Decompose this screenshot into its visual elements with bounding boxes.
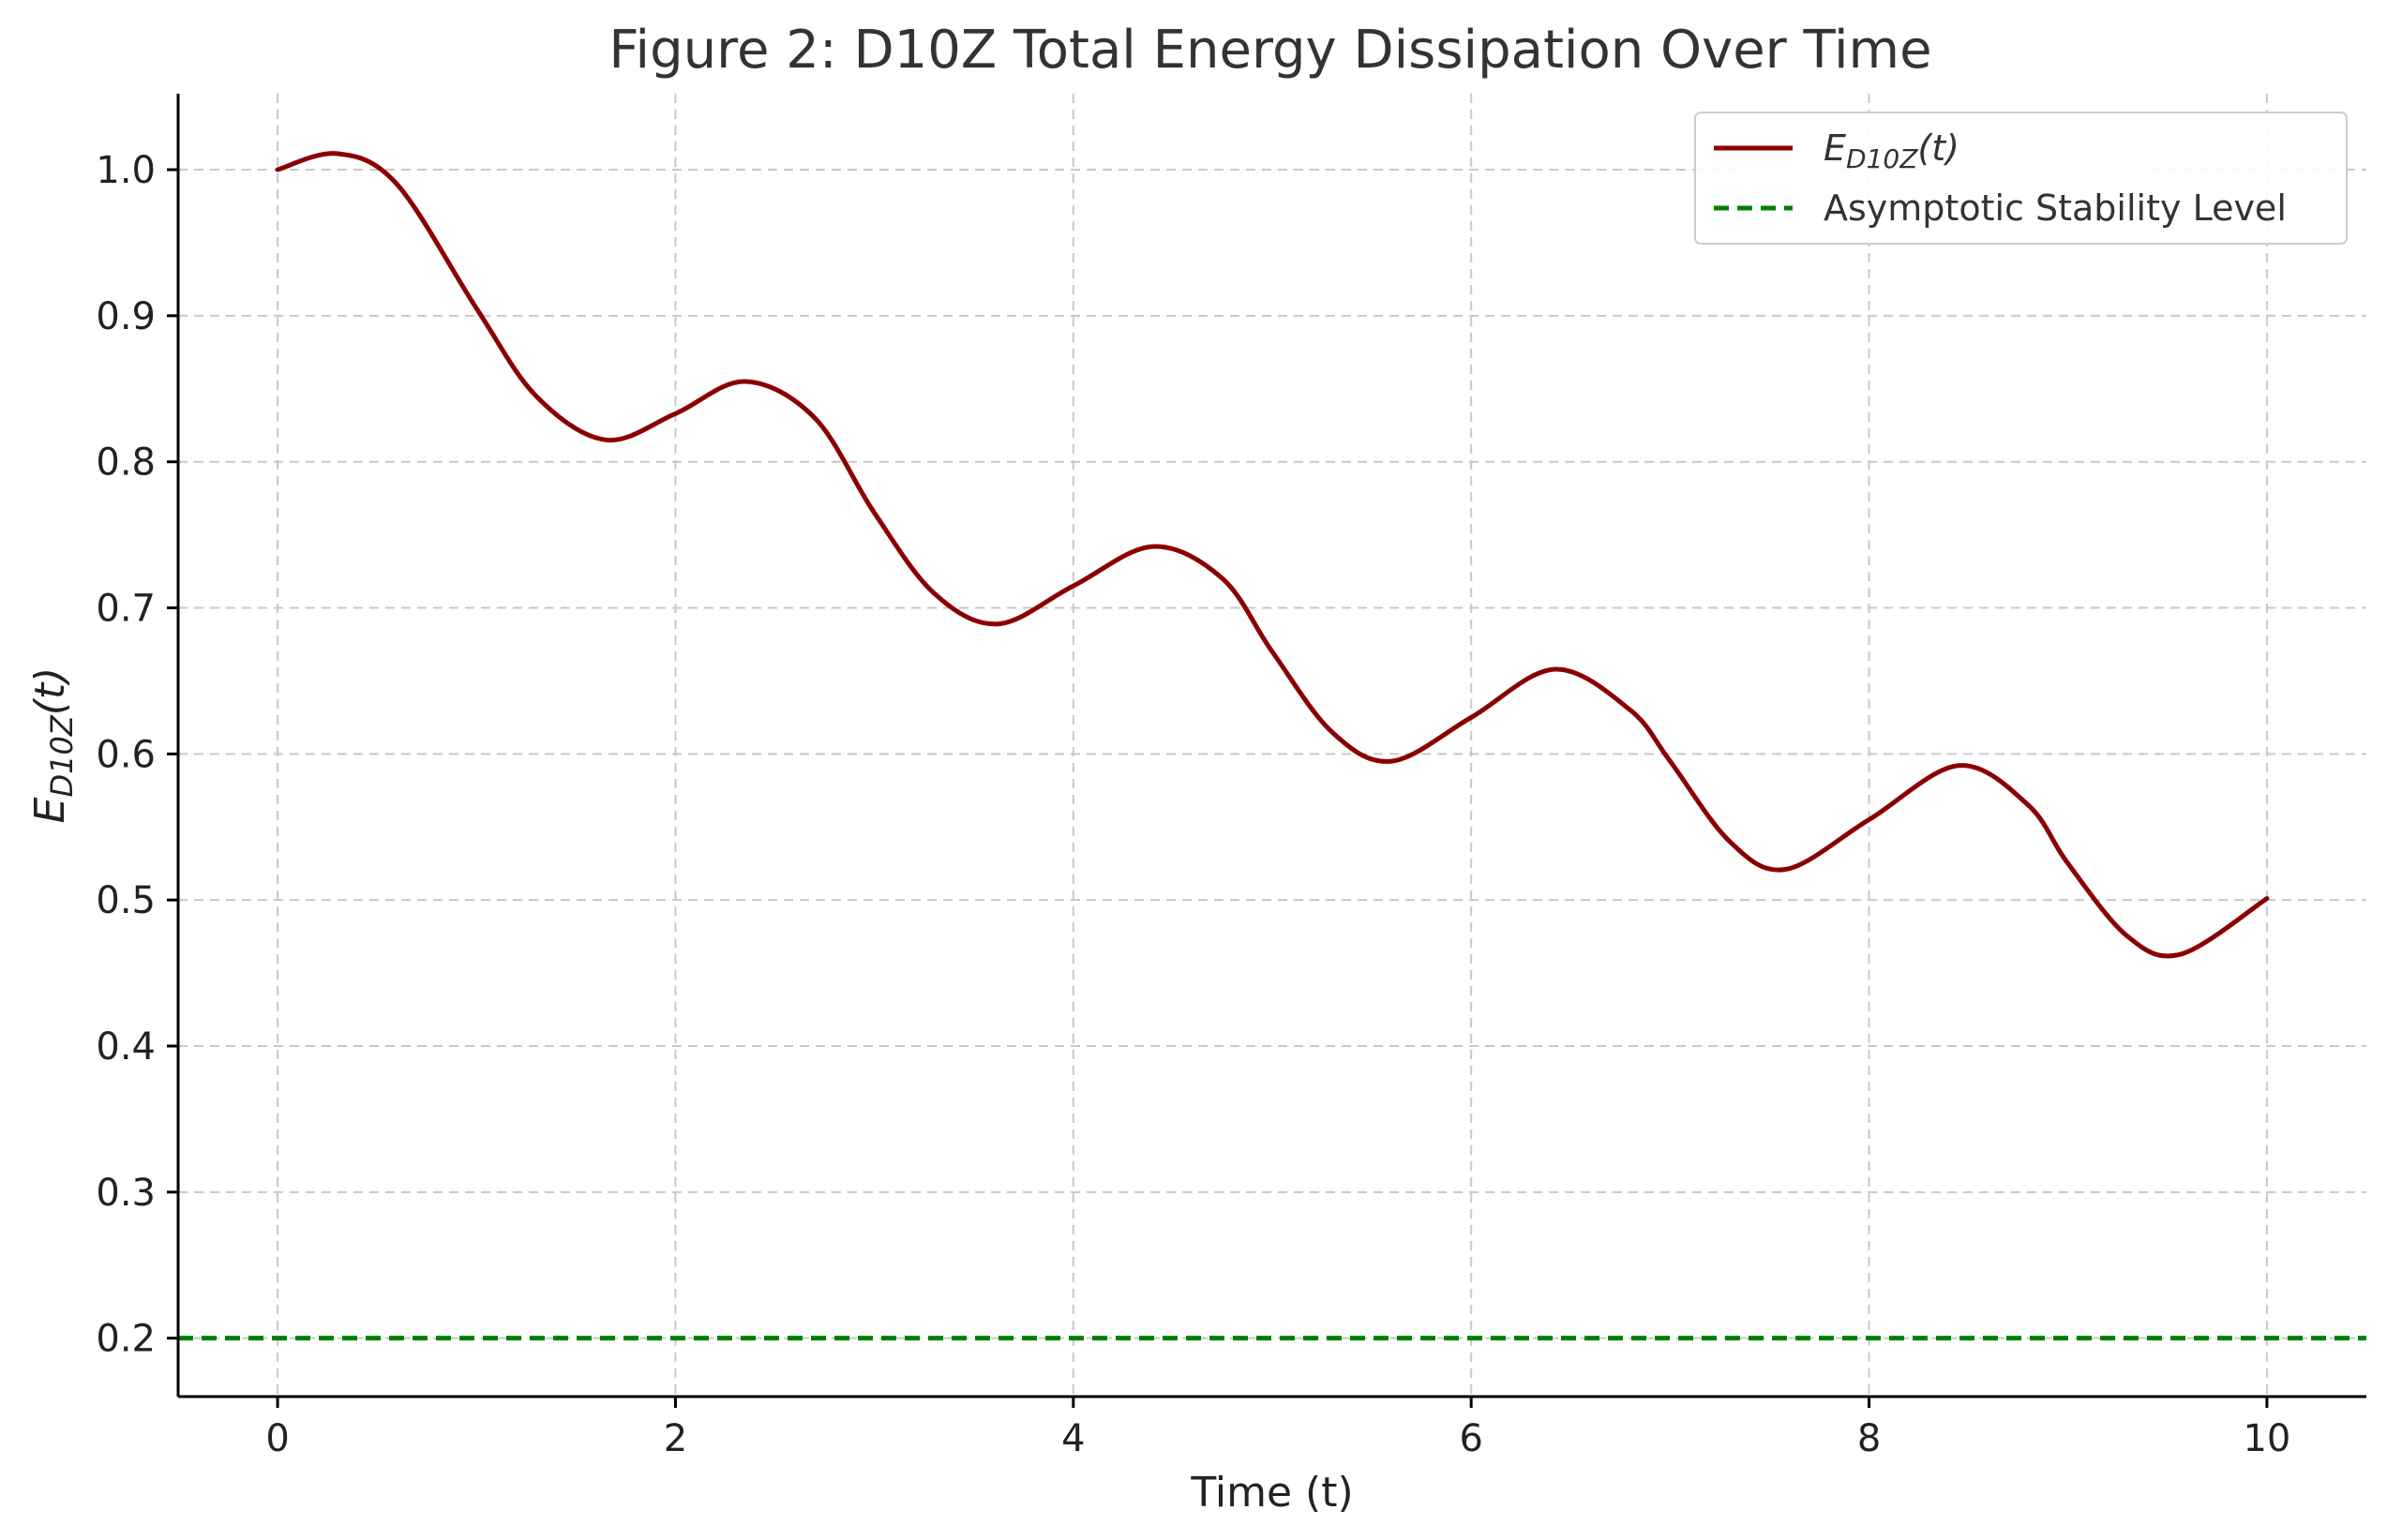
legend: ED10Z(t) Asymptotic Stability Level [1694,112,2348,245]
x-tick-label: 0 [265,1417,289,1460]
legend-label-stability: Asymptotic Stability Level [1824,187,2287,229]
y-tick-label: 0.5 [96,879,156,922]
x-tick-label: 6 [1459,1417,1482,1460]
y-tick-label: 0.8 [96,441,156,485]
y-axis-label-suffix: (t) [26,667,74,716]
x-tick-label: 2 [664,1417,687,1460]
x-tick-label: 8 [1857,1417,1881,1460]
legend-energy-suffix: (t) [1917,127,1959,169]
y-tick-label: 0.7 [96,588,156,631]
y-axis-label: ED10Z(t) [26,667,80,824]
x-axis-label: Time (t) [1190,1469,1353,1517]
axes [176,94,2366,1398]
y-ticks: 0.2 0.3 0.4 0.5 0.6 0.7 0.8 0.9 1.0 [96,149,178,1361]
legend-label-energy: ED10Z(t) [1824,127,1959,174]
series-line-energy [275,151,2270,959]
y-tick-label: 0.3 [96,1172,156,1215]
y-tick-label: 0.4 [96,1025,156,1069]
x-tick-label: 10 [2243,1417,2290,1460]
grid-lines [178,94,2366,1397]
y-tick-label: 1.0 [96,149,156,192]
legend-energy-base: E [1824,127,1846,169]
x-ticks: 0 2 4 6 8 10 [265,1397,2290,1460]
legend-energy-sub: D10Z [1846,143,1918,174]
y-tick-label: 0.9 [96,295,156,338]
chart-title: Figure 2: D10Z Total Energy Dissipation … [608,20,1931,81]
y-tick-label: 0.2 [96,1318,156,1361]
y-axis-label-base: E [26,797,74,823]
y-axis-label-sub: D10Z [44,714,80,797]
y-tick-label: 0.6 [96,733,156,776]
legend-box [1694,112,2348,245]
series-layer [178,151,2366,1341]
x-tick-label: 4 [1061,1417,1085,1460]
